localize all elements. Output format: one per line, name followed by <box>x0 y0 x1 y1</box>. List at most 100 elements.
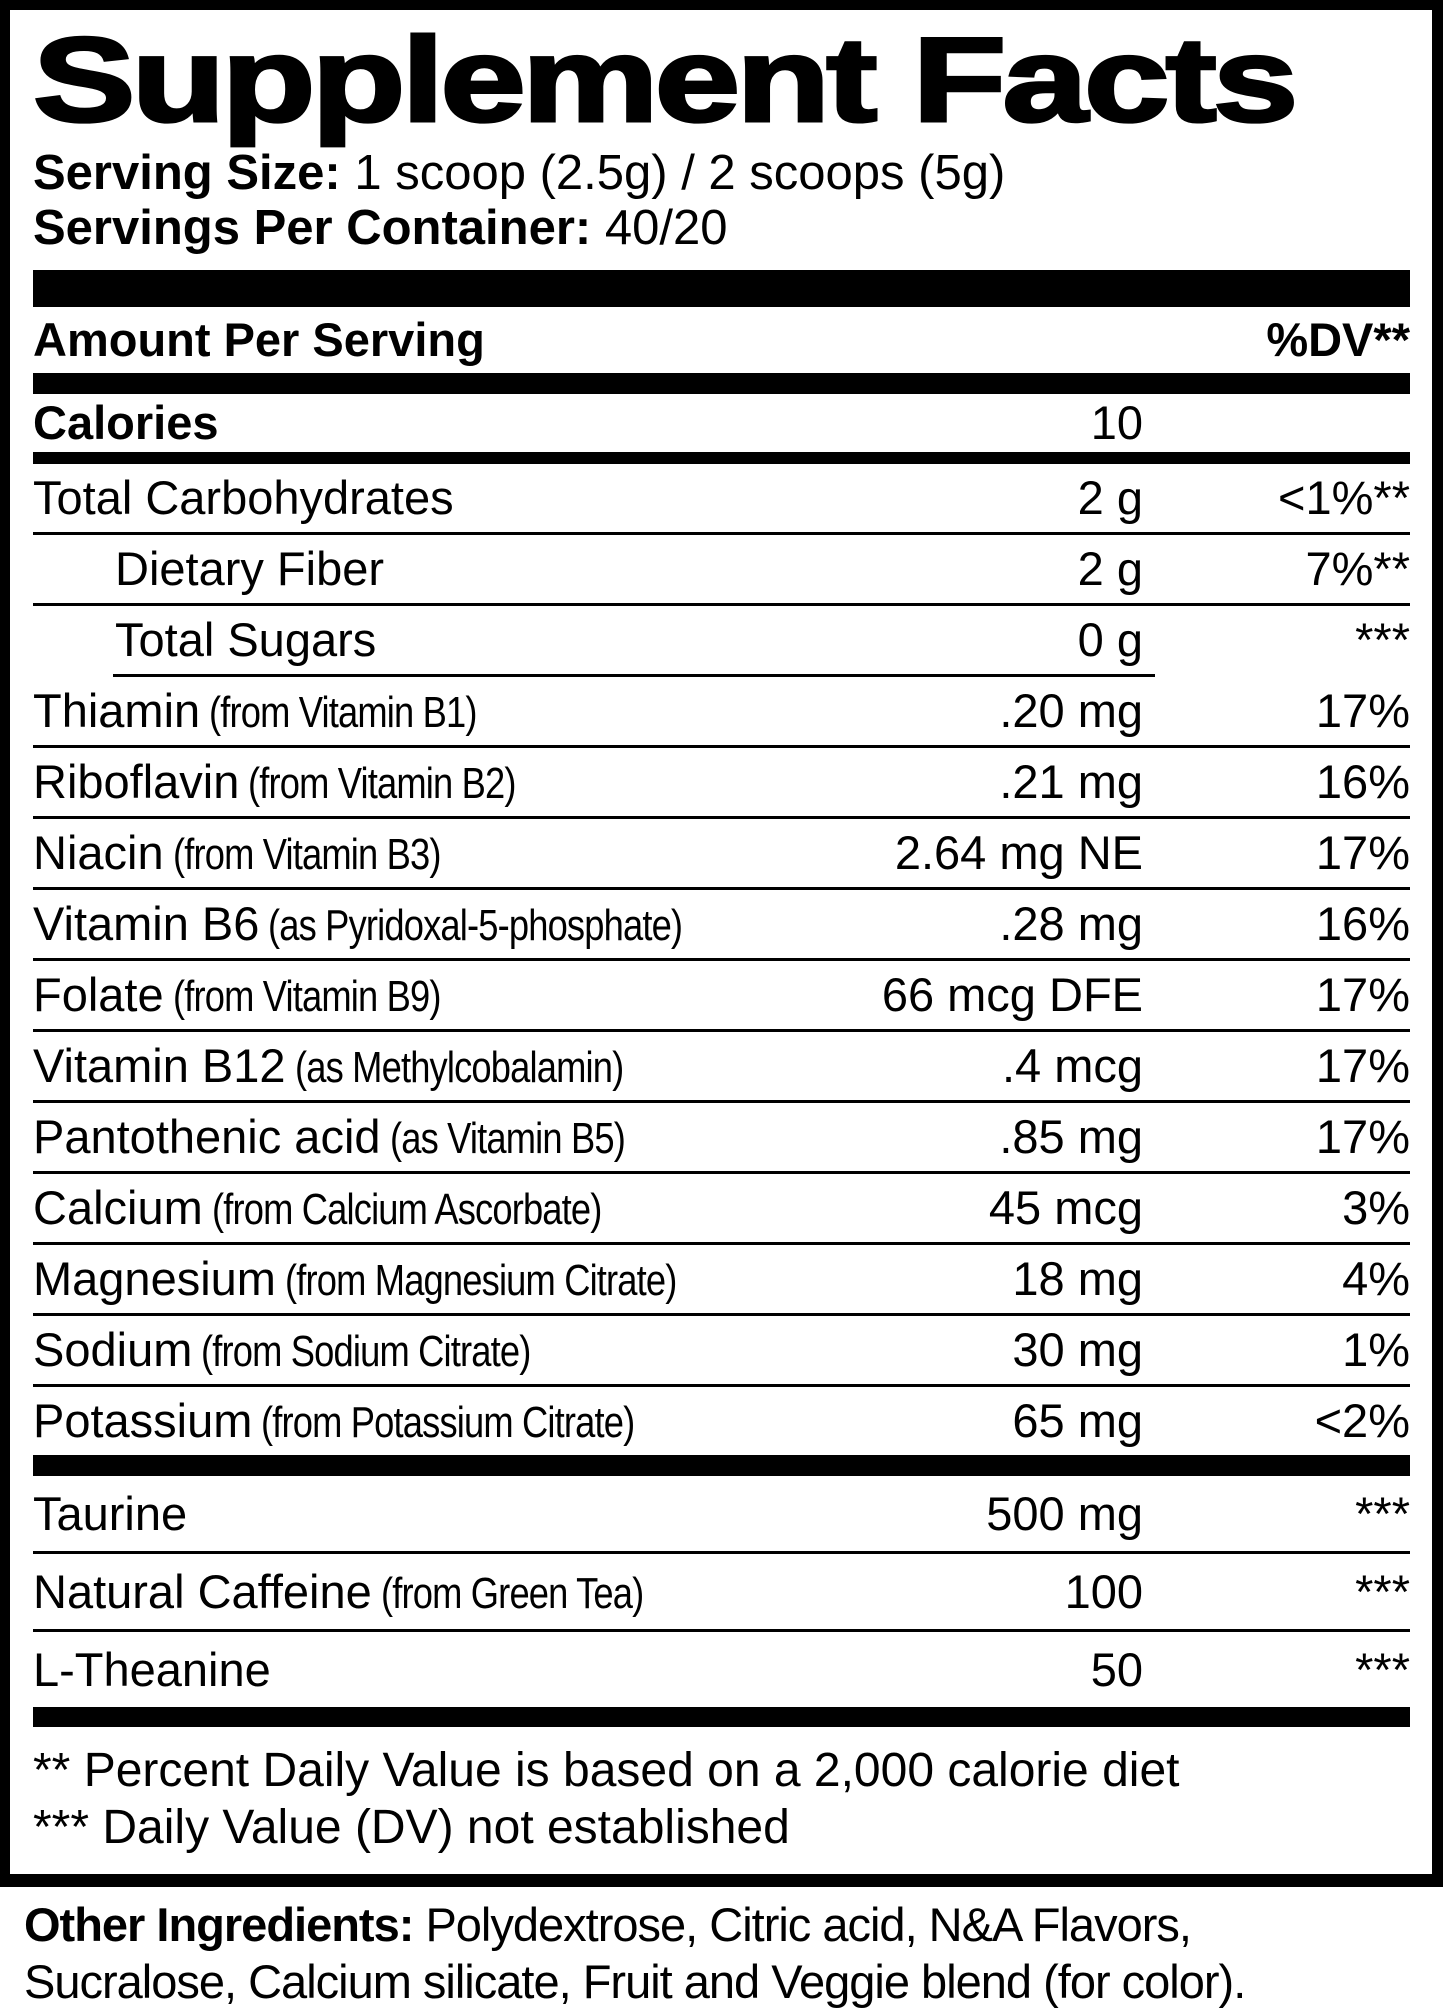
nutrient-dv: *** <box>1355 1564 1410 1618</box>
nutrient-name-main: Thiamin <box>33 684 201 738</box>
row-separator <box>33 602 1410 606</box>
nutrient-dv: <1%** <box>1278 471 1410 525</box>
nutrient-amount: 66 mcg DFE <box>881 968 1143 1022</box>
nutrient-row: Thiamin (from Vitamin B1) .20 mg 17% <box>33 677 1410 745</box>
nutrient-dv: <2% <box>1314 1394 1410 1448</box>
nutrient-dv: 7%** <box>1305 542 1410 596</box>
row-separator <box>33 815 1410 819</box>
nutrient-amount: 2 g <box>1077 542 1143 596</box>
other-ingredients: Other Ingredients: Polydextrose, Citric … <box>0 1887 1445 2010</box>
nutrient-row: Sodium (from Sodium Citrate) 30 mg 1% <box>33 1316 1410 1384</box>
nutrient-name-main: Vitamin B12 <box>33 1039 286 1093</box>
nutrient-amount: 2.64 mg NE <box>894 826 1143 880</box>
row-separator <box>33 1550 1410 1554</box>
amount-per-serving-header: Amount Per Serving <box>33 313 485 367</box>
nutrient-dv: 17% <box>1315 1110 1410 1164</box>
nutrient-source-detail: (from Calcium Ascorbate) <box>211 1186 602 1235</box>
nutrient-name: Calcium (from Calcium Ascorbate) <box>33 1180 989 1235</box>
nutrient-name: Natural Caffeine (from Green Tea) <box>33 1564 1065 1619</box>
dv-header: %DV** <box>1266 313 1410 367</box>
other-ingredients-label: Other Ingredients: <box>24 1897 414 1951</box>
footnote-not-established: *** Daily Value (DV) not established <box>33 1800 790 1854</box>
row-separator <box>33 957 1410 961</box>
calories-row: Calories 10 <box>33 394 1410 452</box>
nutrient-name-main: Potassium <box>33 1394 253 1448</box>
extra-rows: Taurine 500 mg *** Natural Caffeine (from Gr… <box>33 1476 1410 1707</box>
divider-bar-bottom <box>33 1706 1410 1727</box>
facts-box: Supplement Facts Serving Size: 1 scoop (… <box>0 0 1443 1887</box>
row-separator <box>33 1028 1410 1032</box>
nutrient-source-detail: (from Vitamin B9) <box>172 973 441 1022</box>
nutrient-name: L-Theanine <box>33 1642 1091 1697</box>
nutrient-name-main: Riboflavin <box>33 755 240 809</box>
divider-bar-minerals <box>33 1454 1410 1476</box>
calories-separator <box>33 451 1410 464</box>
nutrient-name: Folate (from Vitamin B9) <box>33 967 882 1022</box>
nutrient-row: Total Carbohydrates 2 g <1%** <box>33 464 1410 532</box>
nutrient-dv: 17% <box>1315 826 1410 880</box>
nutrient-source-detail: (from Sodium Citrate) <box>201 1328 531 1377</box>
nutrient-amount: .20 mg <box>999 684 1143 738</box>
nutrient-source-detail: (as Methylcobalamin) <box>294 1044 624 1093</box>
nutrient-name: Magnesium (from Magnesium Citrate) <box>33 1251 1012 1306</box>
nutrient-amount: 500 mg <box>986 1486 1143 1540</box>
nutrient-amount: 65 mg <box>1012 1394 1143 1448</box>
nutrient-name: Dietary Fiber <box>33 541 1078 596</box>
nutrient-row: Vitamin B12 (as Methylcobalamin) .4 mcg 17% <box>33 1032 1410 1100</box>
row-separator <box>33 531 1410 535</box>
nutrient-dv: 17% <box>1315 968 1410 1022</box>
servings-per-container-label: Servings Per Container: <box>33 200 592 255</box>
calories-label: Calories <box>33 396 219 450</box>
nutrient-name: Taurine <box>33 1486 986 1541</box>
serving-size-value: 1 scoop (2.5g) / 2 scoops (5g) <box>354 145 1006 200</box>
nutrient-row: Natural Caffeine (from Green Tea) 100 *** <box>33 1554 1410 1629</box>
divider-bar-header <box>33 372 1410 394</box>
row-separator <box>33 744 1410 748</box>
nutrient-dv: *** <box>1355 1486 1410 1540</box>
nutrient-dv: *** <box>1355 613 1410 667</box>
nutrient-row: Riboflavin (from Vitamin B2) .21 mg 16% <box>33 748 1410 816</box>
nutrient-row: Pantothenic acid (as Vitamin B5) .85 mg 17% <box>33 1103 1410 1171</box>
nutrient-amount: 100 <box>1064 1564 1143 1618</box>
servings-per-container-line: Servings Per Container: 40/20 <box>33 201 1410 256</box>
nutrient-amount: 50 <box>1090 1642 1143 1696</box>
nutrient-row: Calcium (from Calcium Ascorbate) 45 mcg 3% <box>33 1174 1410 1242</box>
nutrient-amount: 45 mcg <box>988 1181 1143 1235</box>
column-header-row: Amount Per Serving %DV** <box>33 307 1410 373</box>
nutrient-name: Pantothenic acid (as Vitamin B5) <box>33 1109 999 1164</box>
other-ingredients-line-1: Other Ingredients: Polydextrose, Citric … <box>24 1896 1445 1953</box>
row-separator <box>33 1312 1410 1316</box>
nutrient-dv: 4% <box>1342 1252 1410 1306</box>
nutrient-name-main: Folate <box>33 968 164 1022</box>
nutrient-dv: 16% <box>1315 755 1410 809</box>
other-ingredients-text-1: Polydextrose, Citric acid, N&A Flavors, <box>425 1897 1191 1951</box>
nutrient-name: Riboflavin (from Vitamin B2) <box>33 754 999 809</box>
nutrient-dv: 1% <box>1342 1323 1410 1377</box>
nutrient-amount: 30 mg <box>1012 1323 1143 1377</box>
nutrient-name-main: Niacin <box>33 826 164 880</box>
row-separator <box>33 1628 1410 1632</box>
nutrient-name-main: Pantothenic acid <box>33 1110 381 1164</box>
nutrient-name: Thiamin (from Vitamin B1) <box>33 683 999 738</box>
servings-per-container-value: 40/20 <box>604 200 728 255</box>
nutrient-name-main: Dietary Fiber <box>115 542 385 596</box>
serving-size-line: Serving Size: 1 scoop (2.5g) / 2 scoops … <box>33 146 1410 201</box>
row-separator <box>33 1383 1410 1387</box>
nutrient-name-main: Magnesium <box>33 1252 276 1306</box>
nutrient-dv: 3% <box>1342 1181 1410 1235</box>
nutrient-amount: .21 mg <box>999 755 1143 809</box>
nutrient-name-main: Vitamin B6 <box>33 897 260 951</box>
nutrient-name: Niacin (from Vitamin B3) <box>33 825 895 880</box>
nutrient-row: Folate (from Vitamin B9) 66 mcg DFE 17% <box>33 961 1410 1029</box>
nutrient-amount: 18 mg <box>1012 1252 1143 1306</box>
nutrient-source-detail: (as Vitamin B5) <box>389 1115 626 1164</box>
nutrient-source-detail: (from Vitamin B3) <box>172 831 441 880</box>
nutrient-amount: .28 mg <box>999 897 1143 951</box>
row-separator <box>33 886 1410 890</box>
other-ingredients-text-2: Sucralose, Calcium silicate, Fruit and V… <box>24 1954 1246 2008</box>
nutrient-row: Vitamin B6 (as Pyridoxal-5-phosphate) .28 … <box>33 890 1410 958</box>
footnotes: ** Percent Daily Value is based on a 2,0… <box>33 1727 1410 1866</box>
row-separator <box>33 1099 1410 1103</box>
nutrient-source-detail: (from Vitamin B1) <box>209 689 477 738</box>
